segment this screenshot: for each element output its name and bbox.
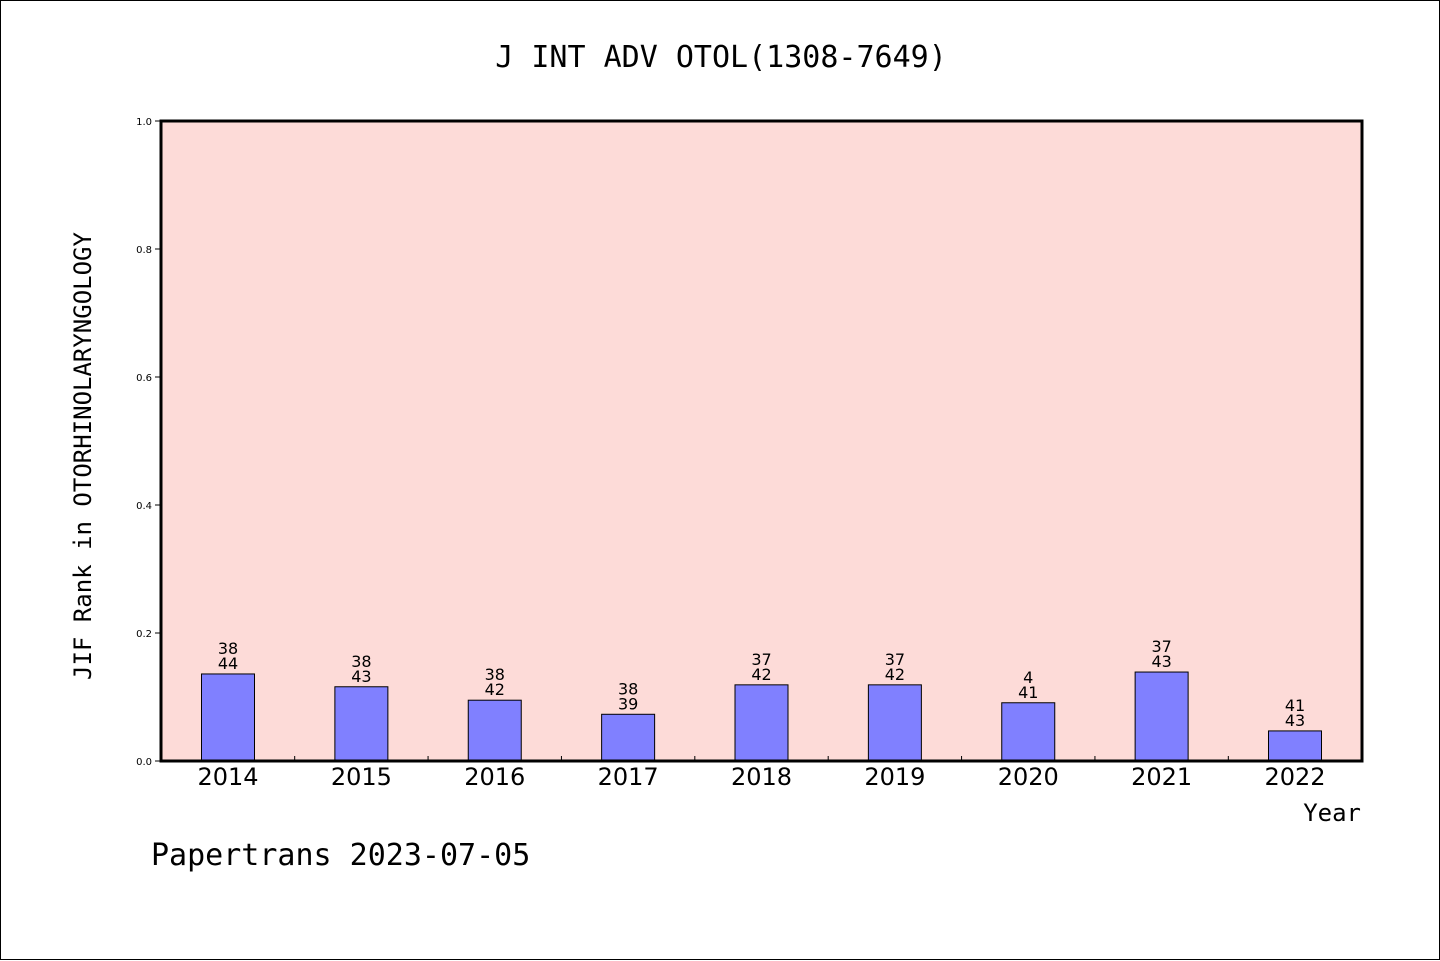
x-axis-ticks: 2014 2015 2016 2017 2018 2019 2020 2021 2022 xyxy=(197,756,1326,791)
bar-rank-label: 38 xyxy=(618,679,638,698)
x-tick-label: 2016 xyxy=(464,763,525,791)
bar-2019 xyxy=(867,684,922,762)
bar-2021 xyxy=(1134,671,1189,762)
footer-text: Papertrans 2023-07-05 xyxy=(151,838,530,873)
x-tick-label: 2020 xyxy=(998,763,1059,791)
y-tick-label: 0.0 xyxy=(136,757,152,768)
bar-total-label: 44 xyxy=(218,654,238,673)
bar-rank-label: 38 xyxy=(351,652,371,671)
bar-total-label: 43 xyxy=(1285,711,1305,730)
bar-total-label: 43 xyxy=(351,667,371,686)
bar-rank-label: 37 xyxy=(1151,637,1171,656)
y-tick-label: 0.2 xyxy=(136,629,152,640)
bar-total-label: 42 xyxy=(885,665,905,684)
x-tick-label: 2021 xyxy=(1131,763,1192,791)
plot-frame xyxy=(159,119,1364,763)
x-tick-label: 2014 xyxy=(197,763,258,791)
bar-2014 xyxy=(201,673,255,762)
y-tick-label: 0.6 xyxy=(136,373,152,384)
y-axis-label: JIF Rank in OTORHINOLARYNGOLOGY xyxy=(69,231,97,679)
y-tick-label: 0.8 xyxy=(136,245,152,256)
bar-total-label: 42 xyxy=(485,680,505,699)
y-tick-label: 1.0 xyxy=(136,117,152,128)
bar-rank-label: 38 xyxy=(218,639,238,658)
bar-2022 xyxy=(1268,730,1322,762)
bar-rank-label: 41 xyxy=(1285,696,1305,715)
x-tick-label: 2015 xyxy=(331,763,392,791)
bar-2018 xyxy=(734,684,789,762)
bar-2020 xyxy=(1001,702,1056,762)
bar-2016 xyxy=(467,699,522,762)
bars xyxy=(201,671,1322,762)
bar-total-label: 43 xyxy=(1151,652,1171,671)
x-tick-label: 2017 xyxy=(598,763,659,791)
y-tick-label: 0.4 xyxy=(136,501,152,512)
bar-total-label: 42 xyxy=(751,665,771,684)
plot-area xyxy=(161,121,1362,761)
x-tick-label: 2022 xyxy=(1264,763,1325,791)
bar-rank-label: 37 xyxy=(751,650,771,669)
bar-total-label: 39 xyxy=(618,694,638,713)
x-axis-label: Year xyxy=(1303,799,1361,827)
bar-rank-label: 38 xyxy=(485,665,505,684)
bar-rank-label: 37 xyxy=(885,650,905,669)
bar-rank-label: 4 xyxy=(1023,668,1033,687)
bar-2017 xyxy=(601,713,656,762)
chart-title: J INT ADV OTOL(1308-7649) xyxy=(495,40,947,75)
bar-2015 xyxy=(334,686,389,762)
x-tick-label: 2019 xyxy=(864,763,925,791)
y-axis-ticks: 0.0 0.2 0.4 0.6 0.8 1.0 xyxy=(136,117,161,768)
x-tick-label: 2018 xyxy=(731,763,792,791)
bar-total-label: 41 xyxy=(1018,683,1038,702)
